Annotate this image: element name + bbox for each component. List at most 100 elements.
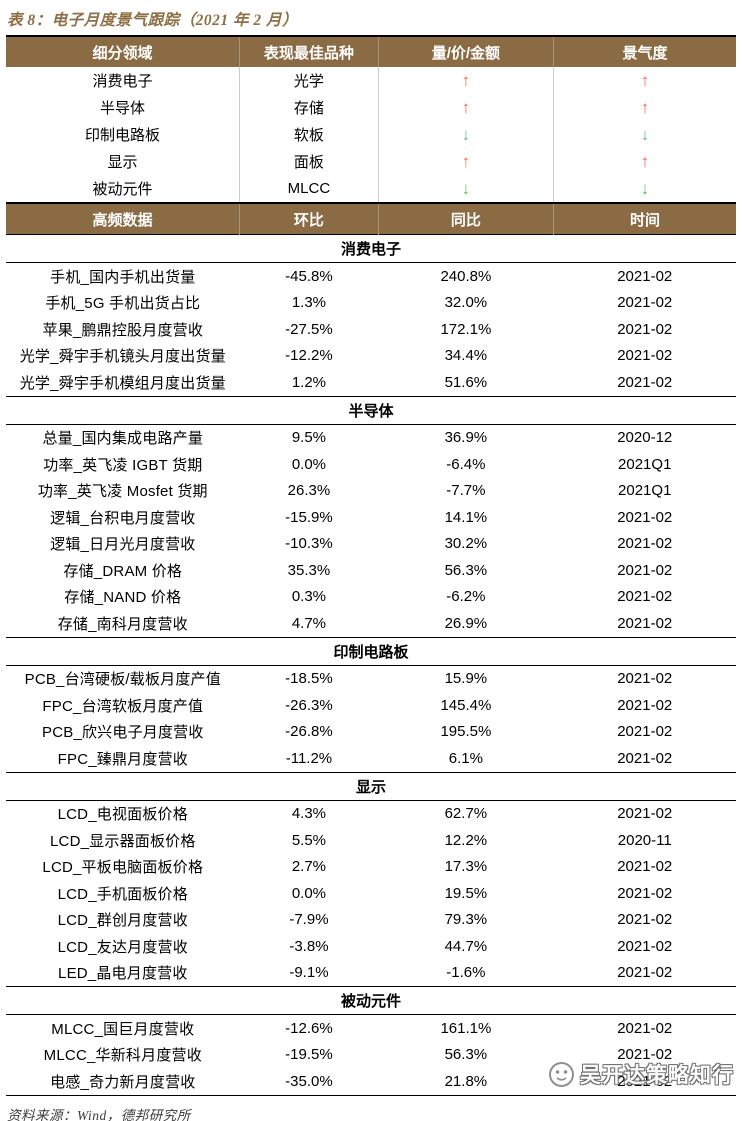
summary-row: 消费电子 光学 ↑ ↑: [6, 67, 736, 94]
yoy-value: 79.3%: [444, 911, 488, 929]
section-title: 被动元件: [6, 986, 736, 1015]
down-arrow-icon: ↓: [640, 178, 650, 198]
section-title: 印制电路板: [6, 636, 736, 666]
up-arrow-icon: ↑: [461, 70, 471, 90]
data-row: LCD_平板电脑面板价格 2.7% 17.3% 2021-02: [6, 854, 736, 881]
yoy-value: 34.4%: [444, 347, 488, 365]
mom-value: 9.5%: [291, 429, 327, 447]
period-value: 2021-02: [617, 508, 673, 526]
yoy-value: -6.4%: [446, 455, 486, 473]
volume_price-trend-cell: ↑: [378, 67, 554, 94]
volume_price-trend-cell: ↓: [378, 175, 554, 202]
section-title: 显示: [6, 771, 736, 801]
segment-cell: 显示: [6, 148, 241, 175]
indicator-label: FPC_台湾软板月度产值: [42, 697, 204, 715]
yoy-value: 14.1%: [444, 508, 488, 526]
mom-value: -26.8%: [285, 723, 333, 741]
indicator-label: LCD_群创月度营收: [57, 912, 188, 930]
data-row: PCB_欣兴电子月度营收 -26.8% 195.5% 2021-02: [6, 719, 736, 746]
indicator-label: LCD_平板电脑面板价格: [42, 859, 204, 877]
data-row: LCD_显示器面板价格 5.5% 12.2% 2020-11: [6, 827, 736, 854]
indicator-label: 手机_国内手机出货量: [50, 268, 196, 286]
data-row: FPC_台湾软板月度产值 -26.3% 145.4% 2021-02: [6, 692, 736, 719]
sentiment-trend-cell: ↑: [553, 148, 736, 175]
summary-row: 显示 面板 ↑ ↑: [6, 148, 736, 175]
data-row: LCD_手机面板价格 0.0% 19.5% 2021-02: [6, 880, 736, 907]
yoy-value: 32.0%: [444, 294, 488, 312]
header-best-item: 表现最佳品种: [239, 36, 379, 67]
segment-cell: 印制电路板: [6, 121, 241, 148]
period-value: 2021-02: [617, 1019, 673, 1037]
mom-value: 5.5%: [291, 831, 327, 849]
mom-value: 26.3%: [287, 482, 331, 500]
data-row: 功率_英飞凌 IGBT 货期 0.0% -6.4% 2021Q1: [6, 451, 736, 478]
period-value: 2021-02: [617, 614, 673, 632]
sentiment-trend-cell: ↓: [553, 175, 736, 202]
yoy-value: 17.3%: [444, 858, 488, 876]
mom-value: 35.3%: [287, 561, 331, 579]
up-arrow-icon: ↑: [640, 97, 650, 117]
header-segment: 细分领域: [6, 36, 241, 67]
indicator-label: 手机_5G 手机出货占比: [45, 295, 201, 313]
indicator-label: LCD_手机面板价格: [57, 885, 188, 903]
mom-value: -19.5%: [285, 1046, 333, 1064]
volume_price-trend-cell: ↓: [378, 121, 554, 148]
yoy-value: 36.9%: [444, 429, 488, 447]
mom-value: -35.0%: [285, 1072, 333, 1090]
table-title: 表 8：电子月度景气跟踪（2021 年 2 月）: [7, 12, 299, 29]
indicator-label: 苹果_鹏鼎控股月度营收: [42, 321, 204, 339]
yoy-value: 19.5%: [444, 884, 488, 902]
period-value: 2021-02: [617, 884, 673, 902]
indicator-label: 逻辑_日月光月度营收: [50, 536, 196, 554]
period-value: 2021-02: [617, 964, 673, 982]
down-arrow-icon: ↓: [640, 124, 650, 144]
indicator-label: LED_晶电月度营收: [58, 965, 188, 983]
period-value: 2021-02: [617, 535, 673, 553]
period-value: 2021-02: [617, 749, 673, 767]
section-header-row: 消费电子: [6, 234, 736, 263]
period-value: 2021-02: [617, 294, 673, 312]
period-value: 2021-02: [617, 937, 673, 955]
data-row: 光学_舜宇手机镜头月度出货量 -12.2% 34.4% 2021-02: [6, 343, 736, 370]
indicator-label: PCB_欣兴电子月度营收: [42, 724, 204, 742]
mom-value: -7.9%: [289, 911, 329, 929]
segment-cell: 被动元件: [6, 175, 241, 202]
data-row: MLCC_华新科月度营收 -19.5% 56.3% 2021-02: [6, 1042, 736, 1069]
segment-cell: 半导体: [6, 94, 241, 121]
data-row: 功率_英飞凌 Mosfet 货期 26.3% -7.7% 2021Q1: [6, 478, 736, 505]
data-row: 总量_国内集成电路产量 9.5% 36.9% 2020-12: [6, 424, 736, 451]
yoy-value: 26.9%: [444, 614, 488, 632]
sentiment-trend-cell: ↑: [553, 94, 736, 121]
down-arrow-icon: ↓: [461, 178, 471, 198]
header-mom: 环比: [239, 203, 379, 235]
data-row: LED_晶电月度营收 -9.1% -1.6% 2021-02: [6, 960, 736, 987]
up-arrow-icon: ↑: [640, 70, 650, 90]
data-row: 光学_舜宇手机模组月度出货量 1.2% 51.6% 2021-02: [6, 369, 736, 396]
section-header-row: 显示: [6, 771, 736, 801]
mom-value: 2.7%: [291, 858, 327, 876]
period-value: 2021-02: [617, 670, 673, 688]
section-header-row: 半导体: [6, 395, 736, 425]
indicator-label: 功率_英飞凌 Mosfet 货期: [37, 483, 208, 501]
mom-value: -9.1%: [289, 964, 329, 982]
header-volume-price: 量/价/金额: [378, 36, 554, 67]
mom-value: 1.3%: [291, 294, 327, 312]
mom-value: -26.3%: [285, 696, 333, 714]
summary-table: 细分领域 表现最佳品种 量/价/金额 景气度 消费电子 光学 ↑ ↑ 半导体 存储 ↑ ↑ 印制…: [6, 35, 736, 202]
summary-table-body: 消费电子 光学 ↑ ↑ 半导体 存储 ↑ ↑ 印制电路板 软板 ↓ ↓ 显示 面板 ↑ ↑ 被动元件 MLCC ↓ ↓: [6, 67, 736, 202]
data-row: LCD_电视面板价格 4.3% 62.7% 2021-02: [6, 800, 736, 827]
data-row: PCB_台湾硬板/载板月度产值 -18.5% 15.9% 2021-02: [6, 665, 736, 692]
best-item-cell: 光学: [239, 67, 379, 94]
down-arrow-icon: ↓: [461, 124, 471, 144]
data-row: 电感_奇力新月度营收 -35.0% 21.8% 2021-02: [6, 1068, 736, 1095]
yoy-value: 56.3%: [444, 1046, 488, 1064]
yoy-value: 6.1%: [448, 749, 483, 767]
section-title: 半导体: [6, 395, 736, 425]
period-value: 2021-02: [617, 561, 673, 579]
indicator-label: 功率_英飞凌 IGBT 货期: [43, 456, 203, 474]
period-value: 2021-02: [617, 347, 673, 365]
detail-header-row: 高频数据 环比 同比 时间: [6, 203, 736, 235]
indicator-label: 存储_NAND 价格: [64, 589, 182, 607]
best-item-cell: 存储: [239, 94, 379, 121]
yoy-value: 172.1%: [440, 320, 492, 338]
